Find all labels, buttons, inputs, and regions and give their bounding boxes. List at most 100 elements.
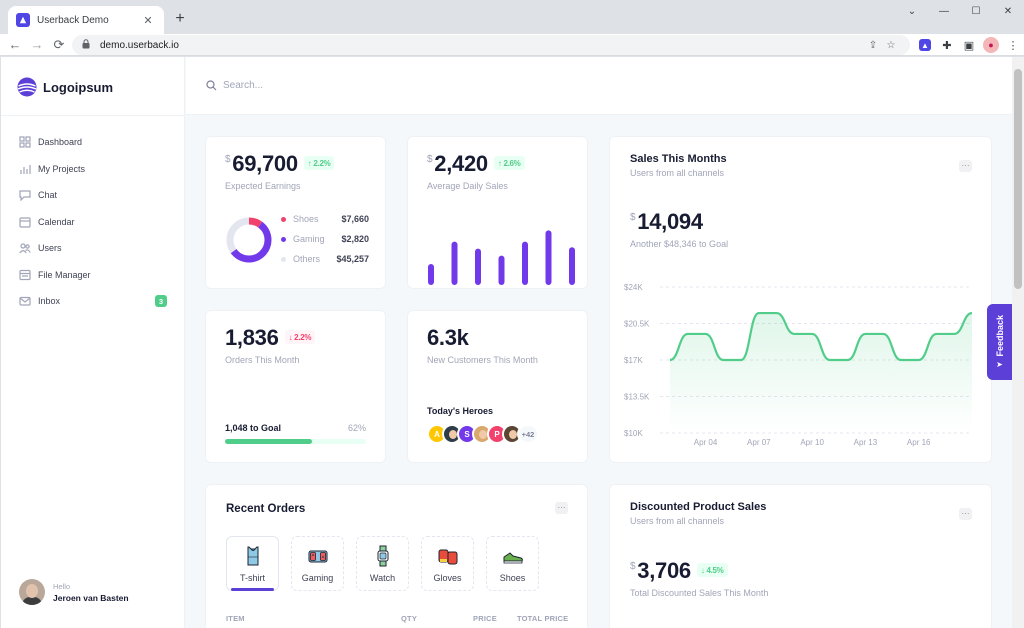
- daily-sales-bar: [475, 248, 481, 285]
- dashboard-page: Logoipsum Dashboard My Projects Chat Cal…: [1, 57, 1012, 628]
- shoes-icon: [503, 552, 523, 564]
- watch-icon: [377, 545, 388, 567]
- customers-value: 6.3k: [427, 325, 469, 350]
- column-header-total-price[interactable]: TOTAL PRICE: [517, 614, 569, 623]
- sidebar-item-label: Dashboard: [38, 137, 83, 148]
- maximize-button[interactable]: ☐: [971, 5, 981, 17]
- side-panel-icon[interactable]: ▣: [963, 39, 975, 52]
- extensions-puzzle-icon[interactable]: ✚: [942, 39, 952, 52]
- grid-icon: [19, 136, 31, 148]
- browser-menu-icon[interactable]: ⋮: [1007, 39, 1019, 52]
- column-header-price[interactable]: PRICE: [473, 614, 497, 623]
- discounted-card-more-button[interactable]: ···: [959, 508, 972, 520]
- legend-row-shoes: Shoes $7,660: [281, 209, 369, 229]
- average-daily-sales-card: $ 2,420 ↑ 2.6% Average Daily Sales: [407, 136, 588, 289]
- discounted-value: 3,706: [637, 558, 691, 583]
- tab-label: Gaming: [301, 573, 334, 583]
- tab-watch[interactable]: Watch: [356, 536, 409, 591]
- sidebar-item-calendar[interactable]: Calendar: [1, 209, 185, 236]
- sidebar-item-chat[interactable]: Chat: [1, 182, 185, 209]
- back-button[interactable]: ←: [8, 37, 22, 52]
- column-header-qty[interactable]: QTY: [401, 614, 418, 623]
- scrollbar-thumb[interactable]: [1014, 69, 1022, 289]
- sidebar-item-my-projects[interactable]: My Projects: [1, 156, 185, 183]
- recent-orders-title: Recent Orders: [226, 503, 306, 515]
- folder-icon: [19, 269, 31, 280]
- sales-goal-text: Another $48,346 to Goal: [630, 239, 729, 249]
- earnings-value: 69,700: [232, 151, 298, 176]
- discounted-card-title: Discounted Product Sales: [630, 501, 767, 513]
- recent-orders-card: Recent Orders ··· T-shirt Gaming: [205, 484, 588, 628]
- user-profile[interactable]: Hello Jeroen van Basten: [19, 579, 129, 605]
- sales-series-line: [669, 311, 973, 362]
- browser-tab[interactable]: Userback Demo ✕: [8, 6, 164, 34]
- profile-avatar-icon[interactable]: ●: [983, 37, 999, 53]
- y-tick-label: $24K: [624, 283, 643, 292]
- legend-value: $7,660: [341, 214, 369, 224]
- userback-extension-icon[interactable]: ▲: [919, 39, 931, 51]
- feedback-arrow-icon: ➤: [996, 360, 1003, 370]
- tab-label: Watch: [369, 573, 396, 583]
- tab-gloves[interactable]: Gloves: [421, 536, 474, 591]
- earnings-donut-chart: [226, 217, 272, 263]
- tab-search-icon[interactable]: ⌄: [907, 5, 917, 17]
- sidebar-item-inbox[interactable]: Inbox 3: [1, 288, 185, 315]
- legend-name: Shoes: [293, 214, 319, 224]
- earnings-value-row: $ 69,700 ↑ 2.2%: [225, 151, 335, 177]
- daily-sales-bar: [522, 241, 528, 285]
- x-tick-label: Apr 13: [854, 438, 878, 447]
- column-header-item[interactable]: ITEM: [226, 614, 245, 623]
- tab-tshirt[interactable]: T-shirt: [226, 536, 279, 591]
- daily-sales-value: 2,420: [434, 151, 488, 176]
- legend-dot: [281, 216, 286, 222]
- tab-gaming[interactable]: Gaming: [291, 536, 344, 591]
- tab-label: T-shirt: [239, 573, 265, 583]
- daily-sales-bar: [451, 241, 458, 285]
- recent-orders-more-button[interactable]: ···: [555, 502, 568, 514]
- sidebar: Logoipsum Dashboard My Projects Chat Cal…: [1, 57, 185, 628]
- todays-heroes: Today's Heroes A S P +42: [427, 406, 539, 444]
- bookmark-star-icon[interactable]: ☆: [886, 39, 896, 51]
- page-scrollbar[interactable]: [1012, 57, 1024, 628]
- logo[interactable]: Logoipsum: [17, 75, 113, 99]
- close-tab-icon[interactable]: ✕: [143, 14, 153, 27]
- address-bar[interactable]: demo.userback.io ⇪ ☆: [72, 35, 910, 55]
- close-window-button[interactable]: ✕: [1003, 5, 1013, 17]
- sales-card-more-button[interactable]: ···: [959, 160, 972, 172]
- minimize-button[interactable]: —: [939, 5, 949, 17]
- more-heroes-badge[interactable]: +42: [517, 424, 539, 444]
- earnings-change-badge: ↑ 2.2%: [303, 156, 335, 170]
- reload-button[interactable]: ⟳: [53, 36, 65, 52]
- share-icon[interactable]: ⇪: [868, 39, 878, 51]
- feedback-button[interactable]: Feedback ➤: [987, 304, 1012, 380]
- lock-icon: [82, 39, 92, 51]
- search-icon: [206, 80, 217, 91]
- forward-button[interactable]: →: [30, 37, 44, 52]
- progress-fill: [225, 439, 313, 444]
- sales-this-month-card: Sales This Months Users from all channel…: [609, 136, 992, 463]
- heroes-title: Today's Heroes: [427, 406, 493, 416]
- legend-row-others: Others $45,257: [281, 249, 369, 269]
- orders-goal-text: 1,048 to Goal: [225, 423, 282, 433]
- sales-area-chart: $24K $20.5K $17K $13.5K $10K Apr 04 Apr 07 Apr …: [624, 283, 973, 447]
- sidebar-item-users[interactable]: Users: [1, 235, 185, 262]
- logo-text: Logoipsum: [43, 79, 114, 95]
- sidebar-item-label: File Manager: [38, 269, 91, 280]
- x-tick-label: Apr 04: [694, 438, 718, 447]
- sidebar-item-label: Chat: [38, 190, 58, 201]
- browser-tabbar: Userback Demo ✕ + ⌄ — ☐ ✕: [0, 0, 1024, 34]
- discounted-currency: $: [630, 561, 636, 572]
- top-header: [186, 57, 1012, 115]
- sidebar-item-file-manager[interactable]: File Manager: [1, 262, 185, 289]
- new-tab-button[interactable]: +: [175, 10, 185, 27]
- sidebar-item-dashboard[interactable]: Dashboard: [1, 129, 185, 156]
- orders-goal-progress: 1,048 to Goal 62%: [225, 423, 366, 444]
- product-tabs: T-shirt Gaming Watch: [226, 536, 551, 591]
- tab-shoes[interactable]: Shoes: [486, 536, 539, 591]
- x-tick-label: Apr 07: [747, 438, 771, 447]
- hero-face: [479, 430, 487, 439]
- search-input[interactable]: [223, 80, 423, 91]
- orders-value-row: 1,836 ↓ 2.2%: [225, 325, 316, 351]
- sidebar-item-label: Calendar: [38, 216, 75, 227]
- legend-dot: [281, 256, 286, 262]
